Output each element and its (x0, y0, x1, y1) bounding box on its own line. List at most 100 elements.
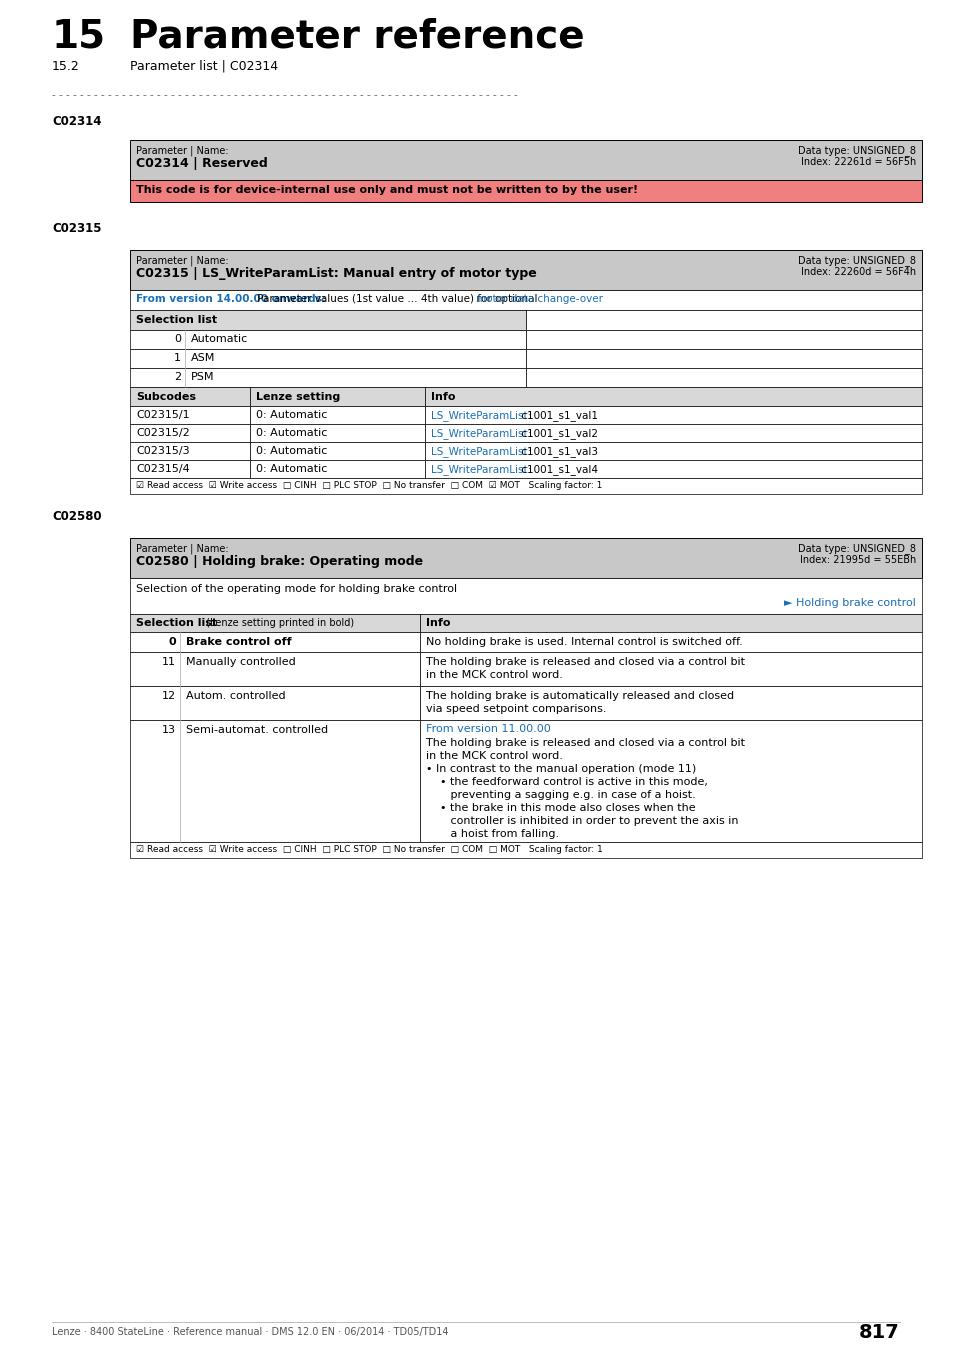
Bar (130, 180, 921, 202)
Bar (419, 652, 921, 686)
Bar (130, 614, 419, 632)
Text: 0: Automatic: 0: Automatic (255, 410, 327, 420)
Bar (130, 441, 250, 460)
Text: 817: 817 (859, 1323, 899, 1342)
Text: Parameter list | C02314: Parameter list | C02314 (130, 59, 278, 73)
Text: a hoist from falling.: a hoist from falling. (426, 829, 558, 838)
Text: controller is inhibited in order to prevent the axis in: controller is inhibited in order to prev… (426, 815, 738, 826)
Bar (130, 424, 250, 441)
Bar (130, 310, 525, 329)
Bar (130, 578, 921, 614)
Text: Automatic: Automatic (191, 333, 248, 344)
Bar (424, 406, 921, 424)
Bar (130, 720, 419, 842)
Text: 0: 0 (168, 637, 175, 647)
Text: C02314: C02314 (52, 115, 101, 128)
Text: Index: 22260d = 56F4h: Index: 22260d = 56F4h (800, 267, 915, 277)
Text: 0: Automatic: 0: Automatic (255, 446, 327, 456)
Text: Parameter reference: Parameter reference (130, 18, 584, 55)
Text: Data type: UNSIGNED_8: Data type: UNSIGNED_8 (797, 144, 915, 155)
Text: preventing a sagging e.g. in case of a hoist.: preventing a sagging e.g. in case of a h… (426, 790, 695, 801)
Text: The holding brake is released and closed via a control bit: The holding brake is released and closed… (426, 657, 744, 667)
Text: Index: 21995d = 55EBh: Index: 21995d = 55EBh (799, 555, 915, 566)
Text: 1: 1 (173, 352, 181, 363)
Text: Lenze · 8400 StateLine · Reference manual · DMS 12.0 EN · 06/2014 · TD05/TD14: Lenze · 8400 StateLine · Reference manua… (52, 1327, 448, 1336)
Text: 0: Automatic: 0: Automatic (255, 464, 327, 474)
Text: LS_WriteParamList:: LS_WriteParamList: (431, 410, 531, 421)
Bar (419, 720, 921, 842)
Text: c1001_s1_val3: c1001_s1_val3 (517, 446, 598, 456)
Text: 0: 0 (173, 333, 181, 344)
Text: ☑ Read access  ☑ Write access  □ CINH  □ PLC STOP  □ No transfer  □ COM  □ MOT  : ☑ Read access ☑ Write access □ CINH □ PL… (136, 845, 602, 855)
Bar (250, 441, 424, 460)
Text: C02315/1: C02315/1 (136, 410, 190, 420)
Bar (130, 478, 921, 494)
Text: c1001_s1_val4: c1001_s1_val4 (517, 464, 598, 475)
Text: Data type: UNSIGNED_8: Data type: UNSIGNED_8 (797, 255, 915, 266)
Bar (130, 539, 921, 578)
Bar (419, 632, 921, 652)
Bar (250, 460, 424, 478)
Text: motor data change-over: motor data change-over (476, 294, 602, 304)
Bar (130, 686, 419, 720)
Text: Brake control off: Brake control off (186, 637, 292, 647)
Bar (250, 406, 424, 424)
Text: Selection list: Selection list (136, 618, 217, 628)
Text: C02315/3: C02315/3 (136, 446, 190, 456)
Text: The holding brake is automatically released and closed: The holding brake is automatically relea… (426, 691, 734, 701)
Text: in the MCK control word.: in the MCK control word. (426, 751, 562, 761)
Text: - - - - - - - - - - - - - - - - - - - - - - - - - - - - - - - - - - - - - - - - : - - - - - - - - - - - - - - - - - - - - … (52, 90, 520, 100)
Bar (130, 406, 250, 424)
Text: 15: 15 (52, 18, 106, 55)
Text: From version 11.00.00: From version 11.00.00 (426, 724, 550, 734)
Text: Parameter | Name:: Parameter | Name: (136, 255, 229, 266)
Bar (130, 369, 525, 387)
Text: Parameter | Name:: Parameter | Name: (136, 543, 229, 554)
Text: C02315/2: C02315/2 (136, 428, 190, 437)
Bar (130, 842, 921, 859)
Text: C02580: C02580 (52, 510, 102, 522)
Text: This code is for device-internal use only and must not be written to by the user: This code is for device-internal use onl… (136, 185, 638, 194)
Bar (525, 329, 921, 350)
Text: LS_WriteParamList:: LS_WriteParamList: (431, 464, 531, 475)
Text: Semi-automat. controlled: Semi-automat. controlled (186, 725, 328, 734)
Bar (130, 140, 921, 180)
Text: • the feedforward control is active in this mode,: • the feedforward control is active in t… (426, 778, 707, 787)
Text: No holding brake is used. Internal control is switched off.: No holding brake is used. Internal contr… (426, 637, 742, 647)
Text: C02580 | Holding brake: Operating mode: C02580 | Holding brake: Operating mode (136, 555, 423, 568)
Text: • In contrast to the manual operation (mode 11): • In contrast to the manual operation (m… (426, 764, 696, 774)
Text: PSM: PSM (191, 373, 214, 382)
Bar (424, 441, 921, 460)
Text: Subcodes: Subcodes (136, 392, 195, 402)
Text: 11: 11 (162, 657, 175, 667)
Text: Selection list: Selection list (136, 315, 217, 325)
Bar (250, 387, 424, 406)
Bar (424, 387, 921, 406)
Text: LS_WriteParamList:: LS_WriteParamList: (431, 446, 531, 456)
Text: ► Holding brake control: ► Holding brake control (783, 598, 915, 608)
Text: Manually controlled: Manually controlled (186, 657, 295, 667)
Bar (130, 460, 250, 478)
Bar (130, 632, 419, 652)
Text: in the MCK control word.: in the MCK control word. (426, 670, 562, 680)
Text: c1001_s1_val1: c1001_s1_val1 (517, 410, 598, 421)
Bar (424, 460, 921, 478)
Text: • the brake in this mode also closes when the: • the brake in this mode also closes whe… (426, 803, 695, 813)
Text: C02315/4: C02315/4 (136, 464, 190, 474)
Text: Parameter | Name:: Parameter | Name: (136, 144, 229, 155)
Text: Index: 22261d = 56F5h: Index: 22261d = 56F5h (800, 157, 915, 167)
Bar (130, 387, 250, 406)
Bar (130, 250, 921, 290)
Text: LS_WriteParamList:: LS_WriteParamList: (431, 428, 531, 439)
Text: Info: Info (426, 618, 450, 628)
Bar (130, 290, 921, 310)
Text: Selection of the operating mode for holding brake control: Selection of the operating mode for hold… (136, 585, 456, 594)
Text: Info: Info (431, 392, 455, 402)
Bar (130, 329, 525, 350)
Bar (419, 686, 921, 720)
Text: 12: 12 (162, 691, 175, 701)
Text: 2: 2 (173, 373, 181, 382)
Bar (419, 614, 921, 632)
Bar (525, 310, 921, 329)
Text: Data type: UNSIGNED_8: Data type: UNSIGNED_8 (797, 543, 915, 554)
